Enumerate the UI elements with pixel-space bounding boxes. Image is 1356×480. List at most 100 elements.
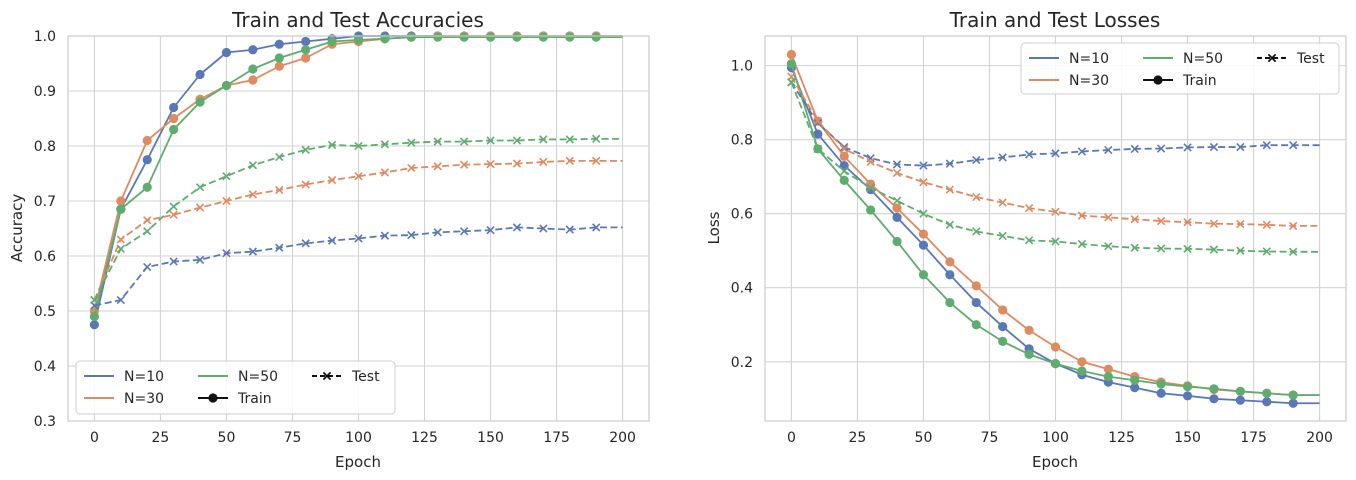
x-tick-label: 175 [1240, 430, 1267, 446]
n10-train-point [221, 47, 232, 58]
n50-test-point [1077, 239, 1087, 249]
n10-test-point [1209, 142, 1219, 152]
chart-title: Train and Test Accuracies [231, 8, 484, 32]
series-group [786, 49, 1320, 408]
n30-train-point [998, 305, 1008, 315]
n50-test-point [459, 137, 469, 146]
n10-test-point [143, 262, 152, 272]
n50-test-point [301, 145, 310, 155]
n10-train-point [1262, 397, 1272, 407]
n50-train-point [538, 32, 548, 42]
n30-test-point [301, 180, 310, 189]
n30-test-point [1209, 219, 1219, 228]
n10-train-point [169, 102, 179, 113]
n30-test-point [866, 157, 875, 167]
n50-test-point [380, 140, 390, 149]
y-tick-label: 0.7 [34, 194, 56, 210]
y-tick-label: 1.0 [34, 29, 56, 45]
x-tick-label: 125 [411, 430, 438, 446]
n10-test-point [1051, 149, 1060, 158]
n50-test-point [407, 138, 416, 147]
n50-test-point [539, 135, 548, 144]
n50-test-point [169, 202, 178, 211]
n10-test-point [275, 243, 284, 252]
n30-test-point [840, 144, 849, 154]
n50-test-point [90, 295, 99, 305]
n50-train-point [971, 320, 981, 330]
n50-train-point [1262, 388, 1272, 398]
n30-train-point [1024, 325, 1034, 335]
legend-test-marker [322, 371, 332, 381]
n50-train-point [918, 270, 929, 280]
n50-test-point [1236, 246, 1245, 255]
n30-test-point [892, 168, 902, 178]
n50-train-point [301, 45, 311, 55]
n50-train-point [512, 32, 522, 42]
n10-test-point [945, 159, 955, 168]
y-tick-label: 0.4 [731, 281, 753, 297]
n30-test-point [998, 198, 1007, 207]
y-tick-label: 0.3 [34, 414, 56, 430]
n10-train-point [1209, 394, 1219, 404]
x-tick-label: 75 [981, 430, 999, 446]
n10-test-point [840, 142, 849, 152]
n10-train-point [892, 212, 902, 222]
n50-test-point [1024, 236, 1034, 245]
x-tick-label: 150 [1174, 430, 1201, 446]
n30-test-point [813, 116, 822, 126]
x-axis-label: Epoch [1032, 453, 1078, 471]
n10-train-point [1156, 388, 1166, 398]
legend-n50-label: N=50 [1183, 51, 1223, 67]
n30-test-point [459, 160, 469, 169]
n10-test-point [813, 118, 822, 128]
legend-box [1020, 42, 1340, 95]
plot-frame [764, 35, 1347, 422]
n10-test-point [327, 236, 337, 245]
n30-test-point [327, 175, 337, 185]
n50-test-point [787, 78, 796, 87]
n30-test-point [1183, 218, 1192, 227]
n50-test-point [1104, 242, 1113, 251]
n30-test-point [275, 185, 284, 195]
n50-train-point [565, 32, 575, 42]
n10-train-point [998, 322, 1008, 332]
y-tick-label: 1.0 [731, 59, 753, 75]
n10-train-point [971, 297, 981, 308]
y-tick-label: 0.2 [731, 355, 753, 371]
n50-train-point [406, 32, 416, 42]
n10-train-point [945, 270, 955, 280]
n10-test-point [486, 225, 495, 235]
n10-train-point [195, 69, 205, 80]
n50-test-point [813, 144, 822, 154]
x-tick-label: 75 [284, 430, 302, 446]
n30-train-point [301, 53, 311, 63]
n30-train-point [1103, 364, 1113, 374]
n10-test-point [1262, 141, 1271, 150]
x-axis-label: Epoch [335, 453, 381, 471]
n30-test-point [1104, 213, 1113, 222]
n10-test-point [998, 153, 1007, 162]
x-tick-label: 175 [543, 430, 570, 446]
n50-test-point [972, 227, 981, 236]
loss-chart: Train and Test Losses Epoch Loss 0 25 50 75… [705, 8, 1347, 471]
n10-train-point [918, 240, 929, 250]
n50-test-point [866, 183, 875, 192]
legend-box [75, 360, 396, 415]
n10-train-point [1130, 383, 1140, 393]
n50-train-point [353, 35, 364, 45]
n50-test-point [998, 231, 1007, 241]
legend-n10-label: N=10 [124, 369, 164, 385]
x-tick-label: 50 [218, 430, 236, 446]
n30-test-point [512, 159, 522, 168]
n30-test-point [407, 163, 416, 173]
legend-train-label: Train [1182, 73, 1217, 89]
x-tick-label: 25 [152, 430, 170, 446]
n50-train-point [998, 336, 1008, 347]
n50-test-point [565, 135, 574, 144]
n10-test-point [1289, 141, 1298, 150]
y-tick-label: 0.8 [731, 133, 753, 149]
n30-train-point [248, 75, 258, 85]
n10-test-point [1024, 150, 1034, 159]
n50-test-point [945, 220, 955, 229]
